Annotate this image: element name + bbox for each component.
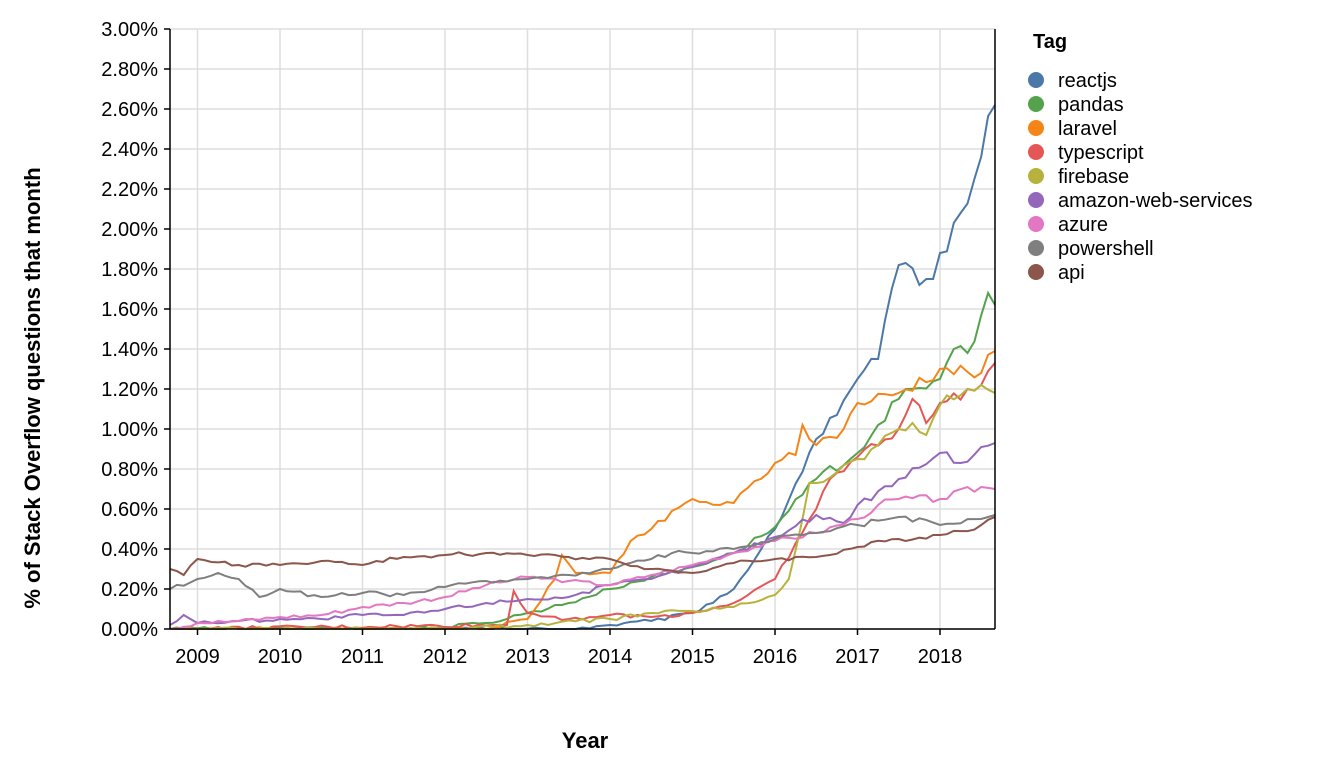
y-tick-label: 1.60%: [101, 299, 158, 321]
y-tick-label: 0.60%: [101, 499, 158, 521]
series-line-reactjs: [170, 104, 996, 631]
y-tick-label: 0.40%: [101, 539, 158, 561]
x-tick-label: 2014: [588, 646, 633, 668]
legend-label-typescript: typescript: [1058, 142, 1144, 164]
legend-swatch-firebase: [1028, 168, 1044, 184]
y-tick-label: 2.40%: [101, 139, 158, 161]
x-tick-label: 2011: [341, 646, 384, 668]
y-tick-label: 1.40%: [101, 339, 158, 361]
y-tick-label: 1.80%: [101, 259, 158, 281]
series-line-firebase: [170, 383, 996, 631]
legend-swatch-pandas: [1028, 96, 1044, 112]
x-tick-label: 2016: [753, 646, 798, 668]
grid-lines: [170, 28, 995, 630]
y-axis-ticks: 0.00% 0.20% 0.40% 0.60% 0.80% 1.00% 1.20% 1.40%…: [101, 19, 170, 641]
y-axis-title: % of Stack Overflow questions that month: [20, 167, 45, 608]
legend-swatch-laravel: [1028, 120, 1044, 136]
x-tick-label: 2009: [175, 646, 220, 668]
x-tick-label: 2018: [918, 646, 963, 668]
legend-label-reactjs: reactjs: [1058, 70, 1117, 92]
legend-label-pandas: pandas: [1058, 94, 1124, 116]
series-line-api: [169, 516, 996, 577]
legend-swatch-azure: [1028, 216, 1044, 232]
legend-swatch-amazon-web-services: [1028, 192, 1044, 208]
y-tick-label: 2.00%: [101, 219, 158, 241]
y-tick-label: 0.00%: [101, 619, 158, 641]
legend-swatch-api: [1028, 264, 1044, 280]
series-line-pandas: [169, 290, 996, 631]
y-tick-label: 0.80%: [101, 459, 158, 481]
legend-label-azure: azure: [1058, 214, 1108, 236]
legend-swatch-typescript: [1028, 144, 1044, 160]
y-tick-label: 2.20%: [101, 179, 158, 201]
legend-title: Tag: [1033, 31, 1067, 53]
legend-label-powershell: powershell: [1058, 238, 1154, 260]
series-line-powershell: [169, 514, 996, 599]
y-tick-label: 2.80%: [101, 59, 158, 81]
x-tick-label: 2017: [835, 646, 880, 668]
y-tick-label: 3.00%: [101, 19, 158, 41]
legend-label-firebase: firebase: [1058, 166, 1129, 188]
axes: [169, 29, 996, 630]
series-line-laravel: [169, 350, 996, 631]
legend-swatch-reactjs: [1028, 72, 1044, 88]
x-axis-ticks: 2009 2010 2011 2012 2013 2014 2015 2016 2017 2018: [175, 629, 962, 668]
legend-label-api: api: [1058, 262, 1085, 284]
y-tick-label: 0.20%: [101, 579, 158, 601]
x-tick-label: 2010: [258, 646, 303, 668]
x-tick-label: 2012: [423, 646, 468, 668]
y-tick-label: 2.60%: [101, 99, 158, 121]
series-line-amazon-web-services: [169, 442, 996, 626]
legend-swatch-powershell: [1028, 240, 1044, 256]
series-lines: [169, 104, 996, 631]
legend: reactjspandaslaraveltypescriptfirebaseam…: [1028, 70, 1253, 284]
series-line-azure: [170, 485, 996, 630]
y-tick-label: 1.20%: [101, 379, 158, 401]
legend-label-laravel: laravel: [1058, 118, 1117, 140]
x-tick-label: 2013: [505, 646, 550, 668]
legend-label-amazon-web-services: amazon-web-services: [1058, 190, 1253, 212]
x-axis-title: Year: [562, 728, 609, 753]
y-tick-label: 1.00%: [101, 419, 158, 441]
x-tick-label: 2015: [670, 646, 715, 668]
